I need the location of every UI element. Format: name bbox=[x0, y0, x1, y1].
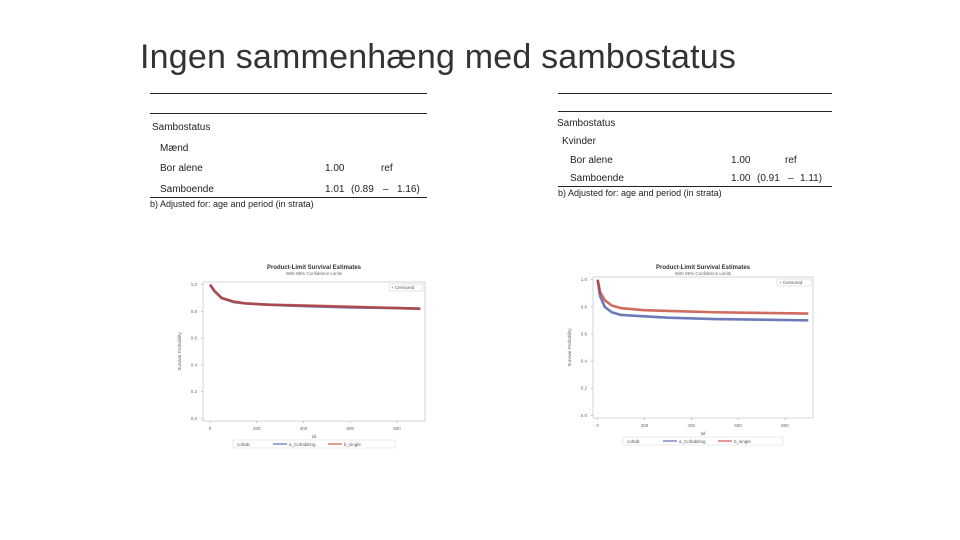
survival-curve bbox=[596, 279, 809, 322]
table-cell: 1.16) bbox=[397, 184, 420, 195]
survival-curve bbox=[596, 279, 809, 315]
row-label: Samboende bbox=[160, 184, 214, 195]
table-rule bbox=[558, 111, 832, 112]
survival-curve bbox=[208, 283, 421, 311]
table-cell: 1.00 bbox=[731, 173, 751, 184]
group-label: Mænd bbox=[160, 143, 189, 154]
y-tick-label: 0.0 bbox=[581, 413, 588, 418]
footnote: b) Adjusted for: age and period (in stra… bbox=[150, 199, 314, 209]
x-tick-label: 800 bbox=[393, 426, 401, 431]
censor-box bbox=[388, 283, 424, 292]
table-cell: 1.00 bbox=[325, 163, 345, 174]
legend-label: b_single bbox=[344, 442, 361, 447]
x-tick-label: 800 bbox=[781, 423, 789, 428]
x-tick-label: 400 bbox=[300, 426, 308, 431]
table-cell: ref bbox=[785, 155, 797, 166]
y-axis-label: Survival Probability bbox=[567, 328, 572, 367]
table-rule bbox=[150, 197, 427, 198]
x-tick-label: 600 bbox=[734, 423, 742, 428]
y-tick-label: 0.0 bbox=[191, 416, 198, 421]
plot-frame bbox=[202, 281, 426, 422]
table-cell: ref bbox=[381, 163, 393, 174]
footnote: b) Adjusted for: age and period (in stra… bbox=[558, 188, 722, 198]
table-header: Sambostatus bbox=[557, 118, 616, 129]
table-rule bbox=[150, 113, 427, 114]
y-axis-label: Survival Probability bbox=[177, 332, 182, 371]
y-tick-label: 1.0 bbox=[191, 282, 198, 287]
plot-frame bbox=[592, 276, 814, 419]
x-tick-label: 200 bbox=[253, 426, 261, 431]
row-label: Bor alene bbox=[570, 155, 613, 166]
censor-label: + Censored bbox=[391, 285, 415, 290]
x-axis-label: tid bbox=[312, 434, 317, 439]
table-rule bbox=[150, 93, 427, 94]
legend-title: cohab: bbox=[237, 442, 251, 447]
censor-label: + Censored bbox=[779, 280, 803, 285]
chart-subtitle: With 95% Confidence Limits bbox=[675, 271, 732, 276]
table-cell: – bbox=[383, 184, 389, 195]
legend-box bbox=[622, 436, 784, 446]
censor-box bbox=[776, 278, 812, 287]
y-tick-label: 0.2 bbox=[581, 386, 588, 391]
table-cell: 1.11) bbox=[800, 173, 823, 184]
x-axis-label: tid bbox=[701, 431, 706, 436]
table-rule bbox=[558, 93, 832, 94]
y-tick-label: 0.8 bbox=[191, 309, 198, 314]
legend-label: b_single bbox=[734, 439, 751, 444]
table-cell: 1.01 bbox=[325, 184, 345, 195]
chart-title: Product-Limit Survival Estimates bbox=[267, 265, 362, 271]
legend-label: a_Cohabiting bbox=[679, 439, 706, 444]
legend-title: cohab: bbox=[627, 439, 641, 444]
x-tick-label: 0 bbox=[596, 423, 599, 428]
table-cell: – bbox=[788, 173, 794, 184]
table-rule bbox=[558, 186, 832, 187]
y-tick-label: 0.4 bbox=[191, 362, 198, 367]
y-tick-label: 0.8 bbox=[581, 304, 588, 309]
chart-subtitle: With 95% Confidence Limits bbox=[286, 271, 343, 276]
slide-title: Ingen sammenhæng med sambostatus bbox=[140, 38, 737, 76]
table-cell: (0.91 bbox=[757, 173, 780, 184]
legend-label: a_Cohabiting bbox=[289, 442, 316, 447]
legend-box bbox=[232, 439, 396, 449]
y-tick-label: 0.2 bbox=[191, 389, 198, 394]
chart-title: Product-Limit Survival Estimates bbox=[656, 265, 751, 271]
table-header: Sambostatus bbox=[152, 122, 211, 133]
x-tick-label: 400 bbox=[688, 423, 696, 428]
y-tick-label: 0.6 bbox=[581, 331, 588, 336]
row-label: Bor alene bbox=[160, 163, 203, 174]
y-tick-label: 0.6 bbox=[191, 336, 198, 341]
group-label: Kvinder bbox=[562, 136, 596, 147]
y-tick-label: 0.4 bbox=[581, 359, 588, 364]
table-cell: (0.89 bbox=[351, 184, 374, 195]
y-tick-label: 1.0 bbox=[581, 277, 588, 282]
row-label: Samboende bbox=[570, 173, 624, 184]
x-tick-label: 200 bbox=[641, 423, 649, 428]
table-cell: 1.00 bbox=[731, 155, 751, 166]
x-tick-label: 0 bbox=[209, 426, 212, 431]
x-tick-label: 600 bbox=[346, 426, 354, 431]
